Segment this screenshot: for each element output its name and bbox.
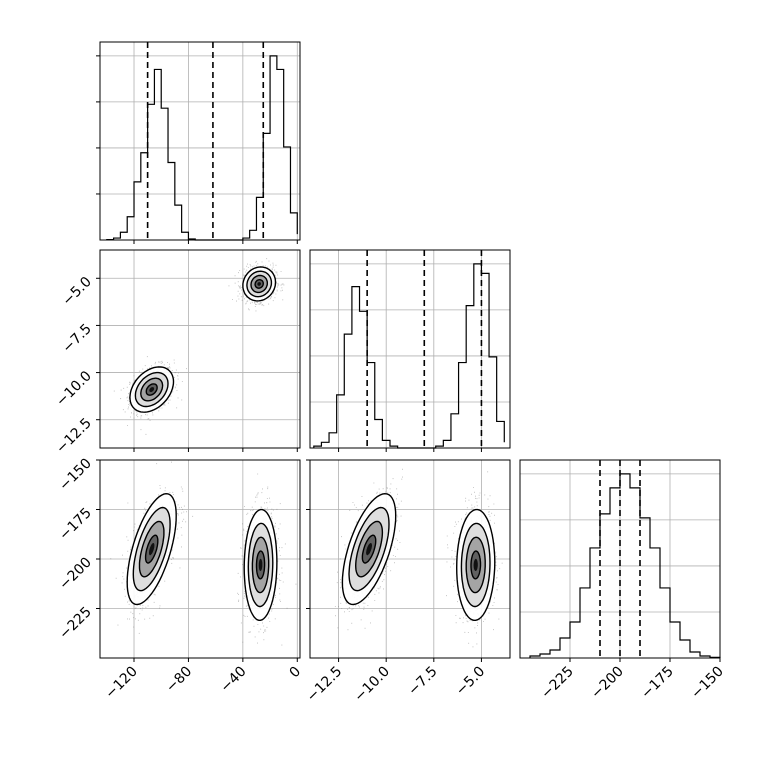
x-tick-label: −7.5 bbox=[405, 664, 440, 699]
contour-line bbox=[243, 508, 278, 621]
contour-line bbox=[247, 522, 274, 608]
x-tick-label: −150 bbox=[688, 664, 727, 703]
density-peak bbox=[258, 558, 263, 571]
contour-line bbox=[460, 522, 491, 608]
panel-frame bbox=[99, 249, 301, 449]
x-tick-label: −200 bbox=[588, 664, 627, 703]
y-tick-label: −7.5 bbox=[59, 321, 94, 356]
y-tick-label: −225 bbox=[56, 604, 95, 643]
y-tick-label: −10.0 bbox=[53, 368, 95, 410]
x-tick-label: 0 bbox=[286, 664, 304, 682]
contour-line bbox=[255, 550, 266, 580]
density-peak bbox=[366, 543, 372, 556]
density-peak bbox=[473, 558, 478, 571]
contour-line bbox=[254, 279, 265, 289]
panel-frame bbox=[99, 41, 301, 241]
contour-line bbox=[251, 536, 270, 594]
histogram-panel-2: −225 −200 −175 −150 bbox=[519, 459, 727, 703]
y-tick-label: −200 bbox=[56, 555, 95, 594]
pair-panel-data bbox=[113, 258, 285, 435]
contour-line bbox=[470, 550, 482, 580]
contour-line bbox=[250, 274, 268, 294]
pair-panel-data bbox=[110, 461, 297, 646]
pair-panel-1-2: −12.5 −10.0 −7.5 −5.0 bbox=[304, 459, 511, 706]
contour-line bbox=[246, 270, 273, 298]
x-tick-label: −80 bbox=[163, 664, 195, 696]
contour-line bbox=[361, 534, 377, 564]
contour-line bbox=[138, 520, 165, 578]
x-tick-label: −225 bbox=[538, 664, 577, 703]
density-peak bbox=[149, 387, 155, 392]
x-tick-label: −175 bbox=[638, 664, 677, 703]
pair-panel-0-1: −12.5 −10.0 −7.5 −5.0 bbox=[53, 249, 301, 457]
contour-line bbox=[348, 506, 390, 592]
pair-panel-data bbox=[334, 468, 510, 648]
contour-line bbox=[134, 371, 169, 408]
pair-panel-0-2: −120 −80 −40 0 −225 −200 −175 −150 bbox=[56, 456, 304, 703]
histogram-panel-0 bbox=[96, 41, 301, 244]
x-tick-label: −10.0 bbox=[351, 664, 393, 706]
histogram-step-line bbox=[529, 473, 721, 658]
density-peak bbox=[257, 282, 261, 286]
contour-line bbox=[145, 383, 158, 396]
panel-frame bbox=[309, 249, 511, 449]
x-tick-label: −40 bbox=[217, 664, 249, 696]
contour-line bbox=[341, 492, 397, 606]
contour-line bbox=[129, 366, 175, 413]
contour-line bbox=[144, 534, 159, 564]
x-tick-label: −12.5 bbox=[304, 664, 346, 706]
x-tick-label: −5.0 bbox=[453, 664, 488, 699]
histogram-step-line bbox=[106, 55, 298, 241]
contour-line bbox=[354, 520, 384, 578]
y-tick-label: −150 bbox=[56, 456, 95, 495]
contour-line bbox=[242, 266, 277, 302]
contour-line bbox=[465, 536, 486, 594]
x-tick-label: −120 bbox=[102, 664, 141, 703]
contour-line bbox=[132, 506, 171, 592]
contour-line bbox=[126, 492, 177, 606]
contour-line bbox=[140, 377, 164, 402]
y-tick-label: −5.0 bbox=[59, 274, 94, 309]
contour-line bbox=[455, 508, 496, 621]
y-tick-label: −12.5 bbox=[53, 415, 95, 457]
density-peak bbox=[149, 543, 155, 556]
y-tick-label: −175 bbox=[56, 505, 95, 544]
histogram-panel-1 bbox=[309, 249, 511, 452]
